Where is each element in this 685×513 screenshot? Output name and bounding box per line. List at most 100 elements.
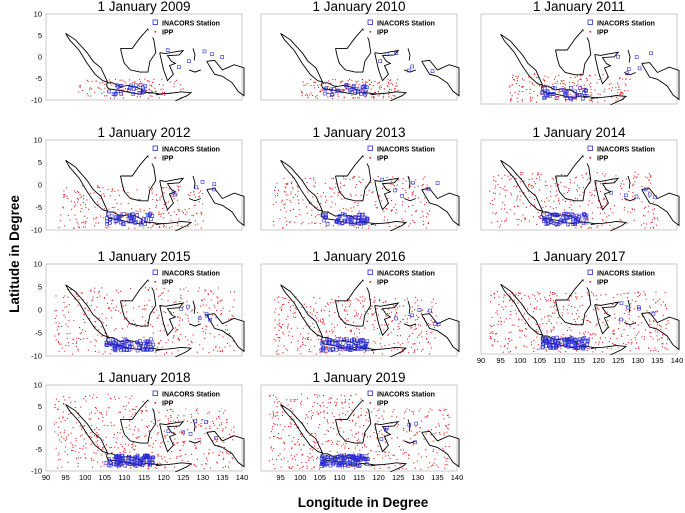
ipp-point: [375, 224, 377, 226]
ipp-point: [626, 305, 628, 307]
ipp-point: [67, 326, 69, 328]
inacors-station: [584, 219, 589, 224]
ipp-point: [318, 320, 320, 322]
inacors-station: [578, 219, 583, 224]
ipp-point: [569, 179, 571, 181]
inacors-station: [363, 345, 367, 350]
ipp-point: [337, 443, 339, 445]
ipp-point: [571, 209, 573, 211]
ipp-point: [177, 414, 179, 416]
ipp-point: [330, 82, 332, 84]
ipp-point: [76, 422, 78, 424]
ipp-point: [193, 190, 195, 192]
ipp-point: [434, 321, 436, 323]
ipp-point: [96, 444, 98, 446]
ipp-point: [391, 180, 393, 182]
ipp-point: [393, 328, 395, 330]
panel-frame: [260, 263, 458, 357]
ipp-point: [309, 312, 311, 314]
ipp-point: [79, 327, 81, 329]
ipp-point: [385, 300, 387, 302]
ipp-point: [307, 333, 309, 335]
ipp-point: [555, 97, 557, 99]
ipp-point: [355, 80, 357, 82]
ipp-point: [94, 428, 96, 430]
ipp-point: [298, 202, 300, 204]
ipp-point: [314, 315, 316, 317]
ipp-point: [348, 403, 350, 405]
ipp-point: [406, 431, 408, 433]
coast-line: [159, 420, 185, 453]
ipp-point: [565, 351, 567, 353]
ipp-point: [293, 443, 295, 445]
ipp-point: [373, 341, 375, 343]
ipp-point: [373, 408, 375, 410]
ipp-point: [662, 314, 664, 316]
ipp-point: [622, 180, 624, 182]
inacors-station: [323, 340, 328, 345]
ipp-point: [529, 183, 531, 185]
ipp-point: [524, 217, 526, 219]
ipp-point: [377, 433, 379, 435]
coast-line: [578, 95, 628, 106]
ipp-point: [665, 327, 667, 329]
ipp-point: [316, 97, 318, 99]
inacors-station: [566, 212, 570, 216]
ipp-point: [275, 458, 277, 460]
ipp-point: [344, 89, 346, 91]
ipp-point: [269, 437, 271, 439]
inacors-station: [151, 342, 155, 347]
ipp-point: [319, 223, 321, 225]
ipp-point: [82, 202, 84, 204]
ipp-point: [310, 78, 312, 80]
ipp-point: [217, 302, 219, 304]
inacors-station: [323, 91, 327, 96]
ipp-point: [83, 338, 85, 340]
ipp-point: [158, 342, 160, 344]
ipp-point: [107, 335, 109, 337]
ipp-point: [103, 193, 105, 195]
ipp-point: [298, 209, 300, 211]
inacors-station: [567, 339, 572, 344]
ipp-point: [122, 97, 124, 99]
ipp-point: [72, 450, 74, 452]
ipp-point: [519, 199, 521, 201]
inacors-stations: [320, 177, 440, 226]
ipp-point: [152, 199, 154, 201]
inacors-station: [126, 454, 131, 459]
ipp-point: [524, 313, 526, 315]
ipp-point: [553, 221, 555, 223]
inacors-station: [129, 83, 133, 88]
ipp-point: [166, 434, 168, 436]
ipp-point: [529, 303, 531, 305]
ipp-point: [364, 298, 366, 300]
ipp-point: [426, 202, 428, 204]
ipp-point: [201, 328, 203, 330]
ipp-point: [635, 339, 637, 341]
ipp-point: [542, 323, 544, 325]
ipp-point: [300, 345, 302, 347]
ipp-point: [98, 292, 100, 294]
ipp-point: [323, 405, 325, 407]
ipp-point: [420, 299, 422, 301]
inacors-station: [383, 427, 388, 432]
ipp-point: [157, 454, 159, 456]
ipp-point: [176, 417, 178, 419]
inacors-station: [582, 344, 587, 349]
ipp-point: [202, 203, 204, 205]
ipp-point: [634, 322, 636, 324]
ipp-point: [413, 434, 415, 436]
ipp-point: [424, 416, 426, 418]
ipp-point: [74, 298, 76, 300]
ipp-point: [343, 467, 345, 469]
ipp-point: [166, 209, 168, 211]
ipp-point: [185, 287, 187, 289]
ipp-point: [296, 399, 298, 401]
ipp-point: [63, 432, 65, 434]
ipp-point: [137, 428, 139, 430]
ipp-point: [377, 454, 379, 456]
ipp-point: [426, 338, 428, 340]
inacors-station: [322, 218, 327, 223]
ipp-point: [652, 213, 654, 215]
